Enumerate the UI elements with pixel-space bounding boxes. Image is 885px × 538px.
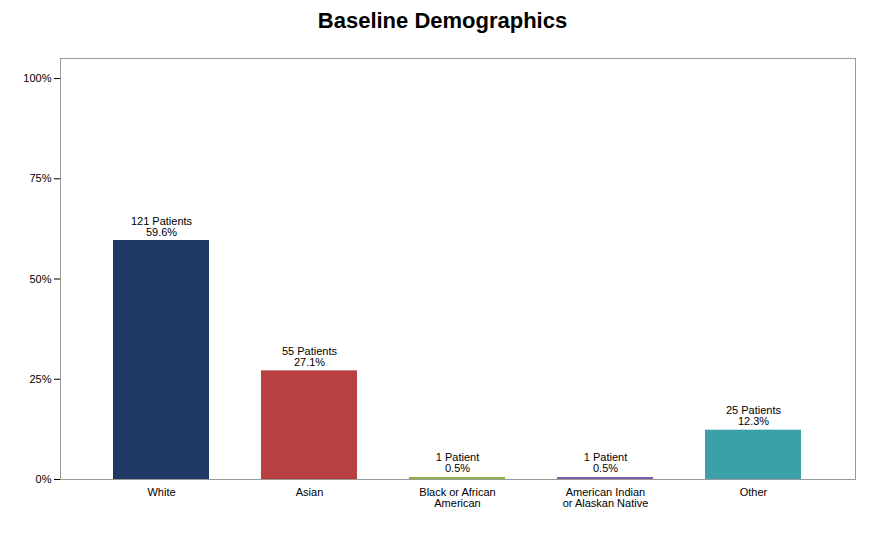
svg-text:25%: 25% <box>29 373 51 385</box>
svg-text:0%: 0% <box>36 473 52 485</box>
html-text:Baseline Demographics: Baseline Demographics <box>317 8 568 33</box>
svg-text:American Indianor Alaskan Nati: American Indianor Alaskan Native <box>563 486 649 509</box>
svg-text:75%: 75% <box>29 172 51 184</box>
svg-text:1 Patient0.5%: 1 Patient0.5% <box>584 451 627 474</box>
svg-text:100%: 100% <box>23 72 51 84</box>
svg-text:Other: Other <box>740 486 768 498</box>
svg-text:55 Patients27.1%: 55 Patients27.1% <box>282 345 338 368</box>
svg-text:25 Patients12.3%: 25 Patients12.3% <box>726 404 782 427</box>
svg-text:50%: 50% <box>29 273 51 285</box>
svg-text:121 Patients59.6%: 121 Patients59.6% <box>131 215 193 238</box>
svg-text:Asian: Asian <box>296 486 324 498</box>
svg-text:1 Patient0.5%: 1 Patient0.5% <box>436 451 479 474</box>
svg-text:White: White <box>147 486 175 498</box>
svg-text:Black or AfricanAmerican: Black or AfricanAmerican <box>419 486 495 509</box>
